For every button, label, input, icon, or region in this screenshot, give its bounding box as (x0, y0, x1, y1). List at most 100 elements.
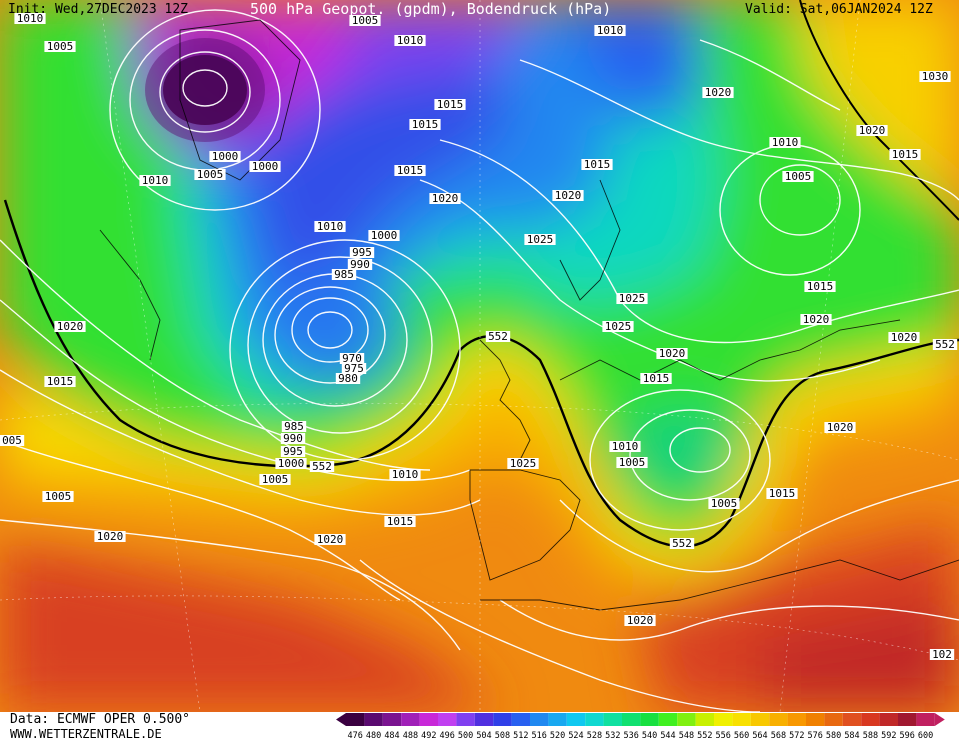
scale-tick-label: 576 (808, 731, 823, 741)
isobar-label-bg (824, 422, 856, 433)
isobar-label: 990 (283, 432, 303, 445)
scale-color-box (603, 713, 622, 726)
map-title: 500 hPa Geopot. (gpdm), Bodendruck (hPa) (250, 0, 612, 18)
isobar-label-bg (581, 159, 613, 170)
scale-color-box (824, 713, 843, 726)
isobar-label-bg (384, 516, 416, 527)
scale-left-arrow (336, 713, 346, 726)
contour-552-label: 552 (312, 460, 332, 473)
isobar-label: 1010 (392, 468, 419, 481)
isobar-label: 1015 (397, 164, 424, 177)
isobar-label-bg (594, 25, 626, 36)
isobar-label: 1015 (892, 148, 919, 161)
scale-tick-label: 520 (550, 731, 565, 741)
isobar-label: 1015 (437, 98, 464, 111)
scale-color-box (419, 713, 438, 726)
scale-color-box (548, 713, 567, 726)
scale-tick-label: 564 (752, 731, 767, 741)
isobar-label: 975 (344, 362, 364, 375)
isobar-label: 1020 (705, 86, 732, 99)
isobar-label-bg (602, 321, 634, 332)
isobar-label-bg (552, 190, 584, 201)
isobar-label: 1015 (584, 158, 611, 171)
scale-color-box (861, 713, 880, 726)
isobar-label: 1005 (262, 473, 289, 486)
scale-tick-label: 524 (568, 731, 583, 741)
isobar-label: 1025 (619, 292, 646, 305)
contour-label-bg (932, 339, 958, 350)
scale-color-box (879, 713, 898, 726)
isobar-label-bg (368, 230, 400, 241)
scale-tick-label: 528 (587, 731, 602, 741)
scale-color-box (806, 713, 825, 726)
scale-tick-label: 476 (348, 731, 363, 741)
isobar-label-bg (389, 469, 421, 480)
scale-tick-label: 488 (403, 731, 418, 741)
scale-color-box (714, 713, 733, 726)
scale-tick-label: 484 (384, 731, 399, 741)
valid-time: Valid: Sat,06JAN2024 12Z (745, 2, 933, 17)
scale-tick-label: 504 (476, 731, 491, 741)
isobar-label-bg (769, 137, 801, 148)
isobar-label: 1000 (212, 150, 239, 163)
scale-color-box (364, 713, 383, 726)
isobar-label: 990 (350, 258, 370, 271)
isobar-label: 1020 (859, 124, 886, 137)
isobar-label: 1020 (891, 331, 918, 344)
scale-color-box (566, 713, 586, 726)
scale-tick-label: 516 (532, 731, 547, 741)
isobar-label-bg (434, 99, 466, 110)
contour-label-bg (309, 461, 335, 472)
isobar-label-bg (280, 433, 306, 444)
isobar-label-bg (281, 421, 307, 432)
scale-color-box (456, 713, 475, 726)
isobar-label: 1010 (317, 220, 344, 233)
isobar-label-bg (209, 151, 241, 162)
isobar-label-bg (429, 193, 461, 204)
isobar-label: 1015 (412, 118, 439, 131)
isobar-label: 1025 (605, 320, 632, 333)
scale-right-arrow (934, 713, 945, 726)
isobar-label-bg (856, 125, 888, 136)
map-header: Init: Wed,27DEC2023 12Z 500 hPa Geopot. … (0, 0, 959, 20)
isobar-label-bg (94, 531, 126, 542)
isobar-label-bg (889, 149, 921, 160)
website-link[interactable]: WWW.WETTERZENTRALE.DE (10, 727, 162, 741)
isobar-label-bg (888, 332, 920, 343)
scale-color-box (530, 713, 549, 726)
isobar-label-bg (14, 13, 46, 24)
isobar-label-bg (0, 435, 25, 446)
isobar-label: 1020 (432, 192, 459, 205)
scale-color-box (787, 713, 806, 726)
isobar-label: 1005 (197, 168, 224, 181)
isobar-label: 1025 (527, 233, 554, 246)
weather-map: 1010 1005 1005 1010 1015 1010 1000 1005 1000 1010… (0, 0, 959, 712)
isobar-label: 995 (283, 445, 303, 458)
isobar-label: 1005 (711, 497, 738, 510)
scale-color-box (732, 713, 751, 726)
scale-color-box (916, 713, 935, 726)
isobar-label-bg (656, 348, 688, 359)
isobar-label-bg (349, 15, 381, 26)
isobar-label: 005 (2, 434, 22, 447)
scale-color-box (511, 713, 530, 726)
isobar-label: 1005 (47, 40, 74, 53)
isobar-label: 1020 (57, 320, 84, 333)
contour-label-bg (669, 538, 695, 549)
isobar-label: 1020 (803, 313, 830, 326)
scale-tick-label: 588 (863, 731, 878, 741)
isobar-label: 1010 (142, 174, 169, 187)
isobar-label-bg (708, 498, 740, 509)
isobar-label-bg (44, 376, 76, 387)
isobar-label-bg (394, 165, 426, 176)
scale-tick-label: 580 (826, 731, 841, 741)
scale-color-box (474, 713, 494, 726)
isobar-label-bg (280, 446, 306, 457)
isobar-label-bg (507, 458, 539, 469)
isobar-label: 1010 (397, 34, 424, 47)
scale-tick-label: 496 (440, 731, 455, 741)
isobar-label-bg (702, 87, 734, 98)
isobar-label-bg (624, 615, 656, 626)
contour-552-label: 552 (672, 537, 692, 550)
scale-color-box (898, 713, 917, 726)
